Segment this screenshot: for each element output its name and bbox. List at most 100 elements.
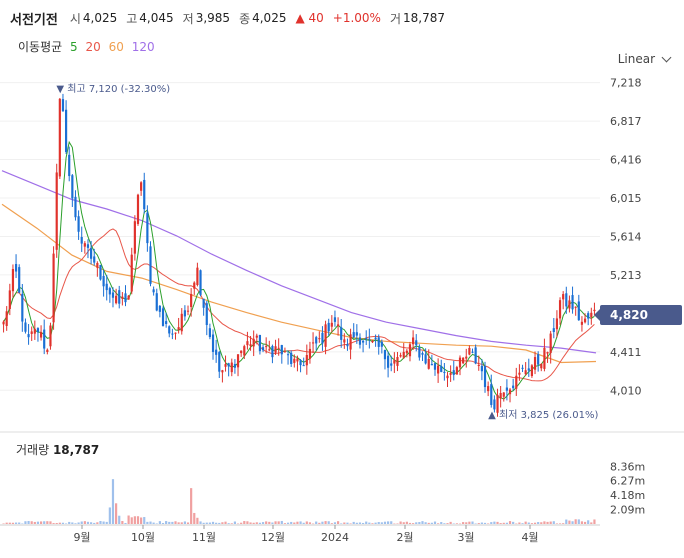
candle-body [199, 270, 202, 295]
candle-body [396, 357, 399, 366]
candle-body [515, 375, 518, 389]
price-tick-label: 5,614 [610, 230, 642, 243]
ma-5: 5 [70, 40, 78, 54]
volume-bar [11, 522, 15, 524]
candle-body [412, 337, 415, 345]
candle-body [186, 310, 190, 312]
volume-bar [77, 522, 80, 524]
candle-body [437, 365, 440, 374]
volume-bar [286, 522, 290, 524]
volume-bar [327, 521, 330, 524]
candle-body [283, 350, 287, 352]
close-value: 4,025 [252, 11, 287, 25]
candle-body [327, 322, 330, 332]
candle-body [565, 293, 568, 307]
volume-bar [283, 523, 287, 524]
candle-body [527, 368, 530, 371]
candle-body [193, 282, 196, 289]
candle-body [315, 337, 318, 344]
moving-average-legend[interactable]: 이동평균 5 20 60 120 [18, 38, 159, 55]
candle-body [149, 246, 152, 284]
volume-bar [177, 522, 180, 524]
volume-bar [180, 522, 183, 524]
candle-body [552, 328, 555, 333]
volume-bar [105, 521, 108, 524]
volume-bar [480, 522, 483, 524]
volume-bar [155, 523, 158, 524]
volume-bar [311, 523, 315, 525]
candle-body [211, 334, 215, 352]
candle-body [277, 347, 280, 349]
volume-bar [433, 521, 437, 524]
candle-body [421, 353, 424, 355]
candle-body [299, 360, 302, 366]
volume-bar [199, 521, 202, 524]
ma-legend-label: 이동평균 [18, 40, 63, 54]
candle-body [236, 354, 240, 368]
volume-bar [193, 512, 196, 524]
candle-body [558, 300, 562, 319]
volume-bar [86, 521, 90, 524]
volume-bar [455, 523, 458, 524]
candle-body [258, 335, 262, 352]
open-label: 시 [69, 11, 81, 26]
candle-body [227, 363, 230, 367]
candle-body [499, 392, 502, 399]
volume-panel-label: 거래량 18,787 [16, 441, 99, 458]
candle-body [111, 292, 115, 298]
volume-bar [571, 521, 574, 524]
candle-body [374, 337, 377, 340]
volume-bar [583, 521, 587, 524]
volume-bar [533, 522, 537, 524]
candle-body [14, 264, 18, 272]
volume-bar [43, 521, 46, 524]
volume-bar [2, 523, 5, 525]
volume-bar [140, 517, 143, 524]
volume-bar [308, 522, 312, 524]
candle-body [218, 352, 221, 372]
candle-body [21, 293, 24, 322]
candle-body [221, 370, 224, 373]
volume-bar [18, 522, 21, 524]
candle-body [205, 303, 208, 326]
candle-body [18, 267, 21, 293]
volume-bar [64, 523, 68, 524]
candle-body [30, 331, 33, 334]
candle-body [580, 321, 584, 325]
volume-bar [36, 521, 40, 524]
volume-bar [552, 521, 555, 524]
candle-body [36, 328, 40, 333]
candle-body [405, 350, 408, 354]
candle-body [465, 356, 468, 359]
candle-body [427, 358, 430, 369]
volume-bar [380, 522, 383, 524]
volume-bar [587, 520, 590, 524]
volume-bar [518, 522, 521, 524]
candle-body [530, 365, 534, 377]
volume-bar [246, 521, 249, 524]
candle-body [505, 387, 508, 391]
volume-bar [477, 523, 480, 524]
volume-bar [562, 523, 565, 524]
candle-body [555, 318, 559, 330]
candle-body [502, 392, 505, 397]
x-tick-label: 2024 [321, 531, 349, 544]
candle-body [33, 328, 36, 334]
volume-bar [83, 521, 86, 524]
volume-bar [549, 521, 552, 524]
volume-bar [133, 516, 136, 524]
candle-body [574, 306, 577, 308]
volume-bar [546, 521, 549, 524]
candle-body [452, 370, 455, 375]
volume-bar [346, 522, 349, 524]
volume-bar [102, 521, 105, 524]
scale-selector[interactable]: Linear [618, 52, 672, 66]
volume-bar [508, 521, 512, 524]
volume-bar [224, 521, 227, 524]
volume-bar [136, 516, 140, 524]
volume-bar [368, 522, 371, 524]
price-tick-label: 7,218 [610, 77, 642, 90]
volume-bar [143, 517, 146, 524]
volume-bar [277, 521, 280, 524]
